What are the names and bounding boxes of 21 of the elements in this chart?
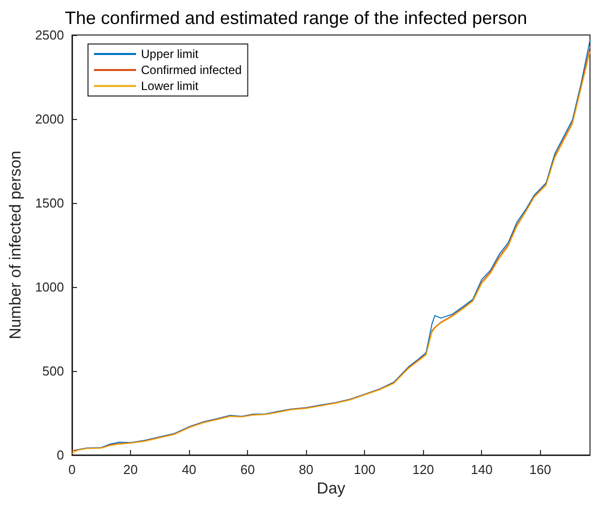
y-tick-label: 2000 [35, 112, 64, 126]
legend-label: Upper limit [141, 47, 200, 61]
x-tick-label: 120 [412, 462, 434, 477]
legend-label: Lower limit [141, 79, 200, 93]
y-axis-title: Number of infected person [8, 150, 25, 340]
y-tick-label: 2500 [35, 28, 64, 42]
y-tick-label: 1000 [35, 280, 64, 294]
legend-label: Confirmed infected [141, 63, 242, 77]
x-tick-label: 0 [68, 462, 76, 477]
y-tick-label: 500 [42, 364, 64, 378]
y-tick-label: 1500 [35, 196, 64, 210]
x-axis-title: Day [316, 480, 346, 498]
x-tick-label: 20 [123, 462, 138, 477]
chart-title: The confirmed and estimated range of the infected person [64, 8, 528, 28]
y-tick-label: 0 [56, 448, 64, 462]
x-tick-label: 100 [354, 462, 376, 477]
x-tick-label: 160 [529, 462, 552, 477]
x-tick-label: 60 [240, 462, 255, 477]
x-tick-label: 140 [470, 462, 493, 477]
x-tick-label: 80 [298, 462, 314, 477]
x-tick-label: 40 [182, 462, 196, 477]
